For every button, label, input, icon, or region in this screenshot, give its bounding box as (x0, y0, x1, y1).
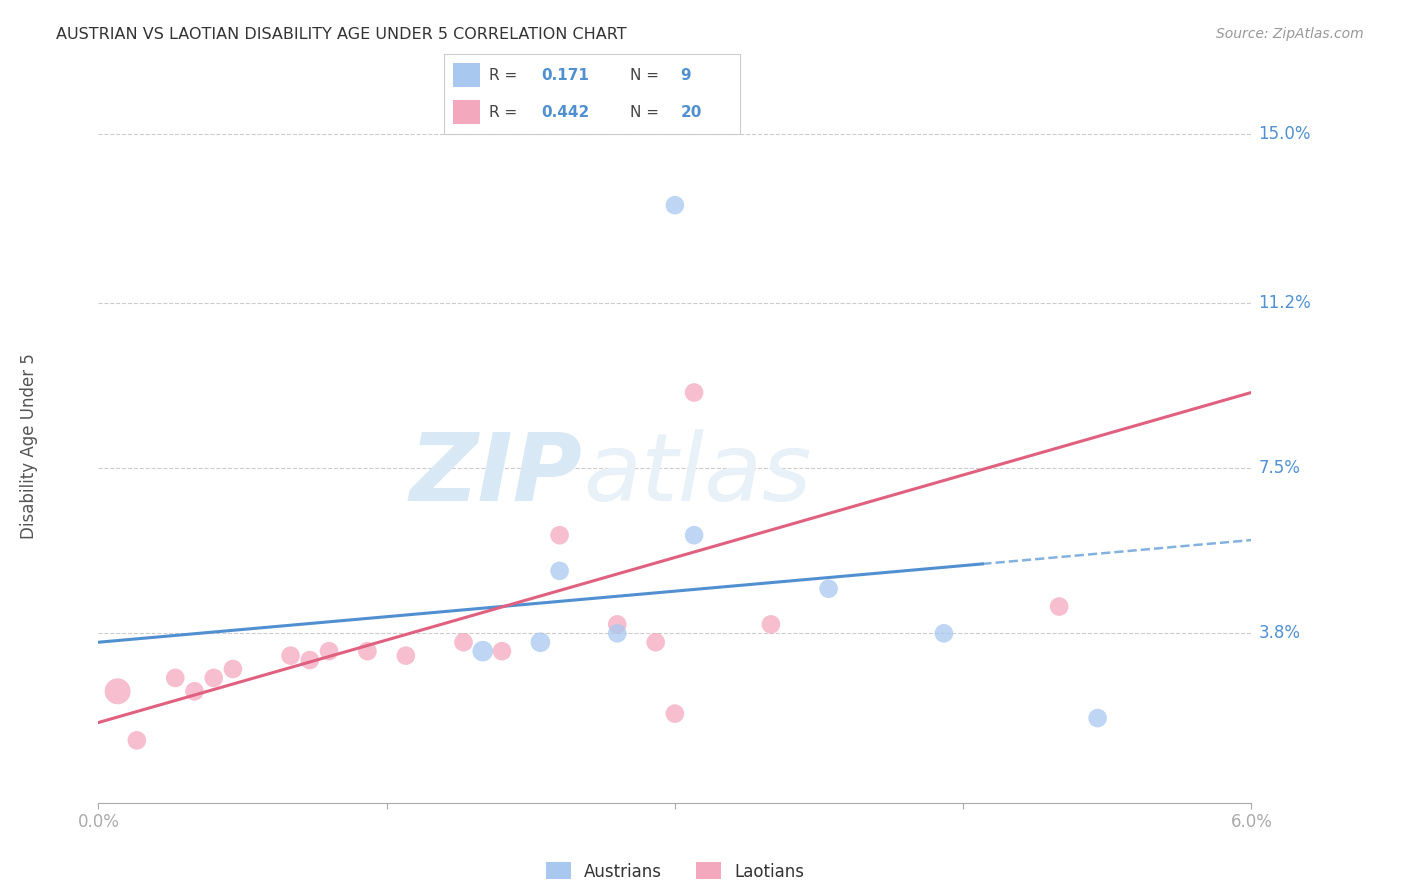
Text: Source: ZipAtlas.com: Source: ZipAtlas.com (1216, 27, 1364, 41)
Bar (453, 100, 479, 124)
Text: ZIP: ZIP (409, 428, 582, 521)
Text: R =: R = (489, 68, 517, 83)
Point (817, 582, 839, 596)
Text: AUSTRIAN VS LAOTIAN DISABILITY AGE UNDER 5 CORRELATION CHART: AUSTRIAN VS LAOTIAN DISABILITY AGE UNDER… (56, 27, 627, 42)
Point (932, 626, 955, 640)
Point (644, 635, 666, 649)
Point (606, 617, 628, 632)
Point (395, 648, 418, 663)
Bar (453, 63, 479, 87)
Point (759, 617, 782, 632)
Point (183, 684, 205, 698)
Point (125, 733, 148, 747)
Point (1047, 599, 1070, 614)
Point (548, 528, 571, 542)
Text: 7.5%: 7.5% (1258, 459, 1301, 477)
Point (280, 648, 302, 663)
Point (471, 644, 494, 658)
Point (298, 653, 321, 667)
Point (664, 198, 686, 212)
Point (202, 671, 225, 685)
Text: 0.442: 0.442 (541, 104, 591, 120)
Text: Disability Age Under 5: Disability Age Under 5 (20, 353, 38, 539)
Text: 0.171: 0.171 (541, 68, 589, 83)
Text: atlas: atlas (582, 429, 811, 520)
Text: N =: N = (630, 104, 659, 120)
Point (664, 706, 686, 721)
Text: 3.8%: 3.8% (1258, 624, 1301, 642)
Text: R =: R = (489, 104, 517, 120)
Point (453, 635, 475, 649)
Point (606, 626, 628, 640)
Point (1087, 711, 1109, 725)
Point (107, 684, 129, 698)
Text: N =: N = (630, 68, 659, 83)
Text: 11.2%: 11.2% (1258, 294, 1312, 312)
Point (529, 635, 551, 649)
Point (222, 662, 245, 676)
Text: 20: 20 (681, 104, 702, 120)
Legend: Austrians, Laotians: Austrians, Laotians (540, 855, 810, 888)
Point (356, 644, 378, 658)
Point (491, 644, 513, 658)
Text: 15.0%: 15.0% (1258, 125, 1310, 143)
Text: 9: 9 (681, 68, 692, 83)
Point (548, 564, 571, 578)
Point (683, 385, 706, 400)
Point (318, 644, 340, 658)
Point (683, 528, 706, 542)
Point (165, 671, 187, 685)
